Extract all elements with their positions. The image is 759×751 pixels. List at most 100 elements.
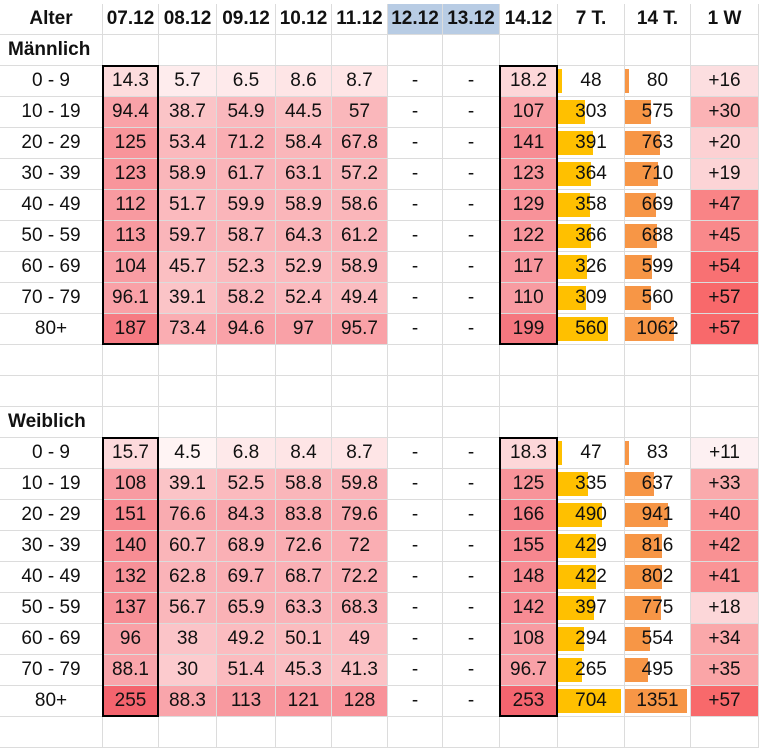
value-cell[interactable]: -: [388, 438, 443, 469]
value-cell[interactable]: 73.4: [159, 314, 217, 345]
value-cell[interactable]: 166: [500, 500, 558, 531]
empty-cell[interactable]: [217, 35, 276, 66]
age-group-cell[interactable]: 80+: [0, 314, 103, 345]
value-cell[interactable]: 52.5: [217, 469, 276, 500]
value-cell[interactable]: 140: [103, 531, 159, 562]
value-cell[interactable]: -: [443, 314, 500, 345]
value-cell[interactable]: +57: [691, 283, 759, 314]
value-cell[interactable]: -: [388, 252, 443, 283]
value-cell[interactable]: -: [388, 283, 443, 314]
value-cell[interactable]: 710: [625, 159, 691, 190]
value-cell[interactable]: +30: [691, 97, 759, 128]
age-group-cell[interactable]: 20 - 29: [0, 128, 103, 159]
column-header[interactable]: 10.12: [276, 4, 332, 35]
column-header[interactable]: 14 T.: [625, 4, 691, 35]
value-cell[interactable]: 57: [332, 97, 388, 128]
value-cell[interactable]: 60.7: [159, 531, 217, 562]
column-header[interactable]: 1 W: [691, 4, 759, 35]
value-cell[interactable]: 58.9: [159, 159, 217, 190]
value-cell[interactable]: -: [443, 438, 500, 469]
value-cell[interactable]: -: [388, 500, 443, 531]
value-cell[interactable]: 72.2: [332, 562, 388, 593]
value-cell[interactable]: 8.6: [276, 66, 332, 97]
value-cell[interactable]: 113: [103, 221, 159, 252]
value-cell[interactable]: 96.1: [103, 283, 159, 314]
value-cell[interactable]: -: [388, 655, 443, 686]
value-cell[interactable]: +41: [691, 562, 759, 593]
value-cell[interactable]: -: [443, 593, 500, 624]
value-cell[interactable]: -: [443, 686, 500, 717]
empty-cell[interactable]: [691, 407, 759, 438]
value-cell[interactable]: +34: [691, 624, 759, 655]
value-cell[interactable]: 45.3: [276, 655, 332, 686]
empty-cell[interactable]: [558, 35, 625, 66]
value-cell[interactable]: 391: [558, 128, 625, 159]
value-cell[interactable]: 88.3: [159, 686, 217, 717]
value-cell[interactable]: 97: [276, 314, 332, 345]
empty-cell[interactable]: [558, 407, 625, 438]
value-cell[interactable]: 688: [625, 221, 691, 252]
value-cell[interactable]: -: [388, 686, 443, 717]
column-header[interactable]: 12.12: [388, 4, 443, 35]
value-cell[interactable]: -: [443, 655, 500, 686]
value-cell[interactable]: 71.2: [217, 128, 276, 159]
value-cell[interactable]: 816: [625, 531, 691, 562]
value-cell[interactable]: 63.3: [276, 593, 332, 624]
value-cell[interactable]: 199: [500, 314, 558, 345]
column-header[interactable]: Alter: [0, 4, 103, 35]
value-cell[interactable]: 62.8: [159, 562, 217, 593]
value-cell[interactable]: 14.3: [103, 66, 159, 97]
value-cell[interactable]: 4.5: [159, 438, 217, 469]
value-cell[interactable]: 123: [500, 159, 558, 190]
value-cell[interactable]: -: [443, 500, 500, 531]
value-cell[interactable]: 669: [625, 190, 691, 221]
value-cell[interactable]: 47: [558, 438, 625, 469]
age-group-cell[interactable]: 0 - 9: [0, 66, 103, 97]
age-group-cell[interactable]: 60 - 69: [0, 252, 103, 283]
value-cell[interactable]: 364: [558, 159, 625, 190]
age-group-cell[interactable]: 0 - 9: [0, 438, 103, 469]
value-cell[interactable]: 802: [625, 562, 691, 593]
value-cell[interactable]: 49: [332, 624, 388, 655]
value-cell[interactable]: 6.8: [217, 438, 276, 469]
value-cell[interactable]: -: [443, 562, 500, 593]
value-cell[interactable]: -: [388, 66, 443, 97]
value-cell[interactable]: 429: [558, 531, 625, 562]
value-cell[interactable]: 96: [103, 624, 159, 655]
value-cell[interactable]: 141: [500, 128, 558, 159]
age-group-cell[interactable]: 50 - 59: [0, 221, 103, 252]
value-cell[interactable]: 151: [103, 500, 159, 531]
section-title[interactable]: Weiblich: [0, 407, 103, 438]
value-cell[interactable]: 15.7: [103, 438, 159, 469]
value-cell[interactable]: 84.3: [217, 500, 276, 531]
column-header[interactable]: 14.12: [500, 4, 558, 35]
value-cell[interactable]: 108: [103, 469, 159, 500]
empty-cell[interactable]: [443, 35, 500, 66]
empty-cell[interactable]: [332, 35, 388, 66]
value-cell[interactable]: 123: [103, 159, 159, 190]
column-header[interactable]: 08.12: [159, 4, 217, 35]
value-cell[interactable]: 575: [625, 97, 691, 128]
value-cell[interactable]: +11: [691, 438, 759, 469]
value-cell[interactable]: +40: [691, 500, 759, 531]
column-header[interactable]: 09.12: [217, 4, 276, 35]
value-cell[interactable]: 122: [500, 221, 558, 252]
value-cell[interactable]: 129: [500, 190, 558, 221]
value-cell[interactable]: 704: [558, 686, 625, 717]
value-cell[interactable]: 110: [500, 283, 558, 314]
value-cell[interactable]: 67.8: [332, 128, 388, 159]
value-cell[interactable]: 137: [103, 593, 159, 624]
value-cell[interactable]: 303: [558, 97, 625, 128]
value-cell[interactable]: 104: [103, 252, 159, 283]
value-cell[interactable]: 18.2: [500, 66, 558, 97]
value-cell[interactable]: 117: [500, 252, 558, 283]
value-cell[interactable]: 58.9: [276, 190, 332, 221]
age-group-cell[interactable]: 50 - 59: [0, 593, 103, 624]
value-cell[interactable]: 253: [500, 686, 558, 717]
value-cell[interactable]: 51.4: [217, 655, 276, 686]
value-cell[interactable]: +18: [691, 593, 759, 624]
value-cell[interactable]: 59.7: [159, 221, 217, 252]
value-cell[interactable]: 560: [558, 314, 625, 345]
value-cell[interactable]: 18.3: [500, 438, 558, 469]
column-header[interactable]: 13.12: [443, 4, 500, 35]
